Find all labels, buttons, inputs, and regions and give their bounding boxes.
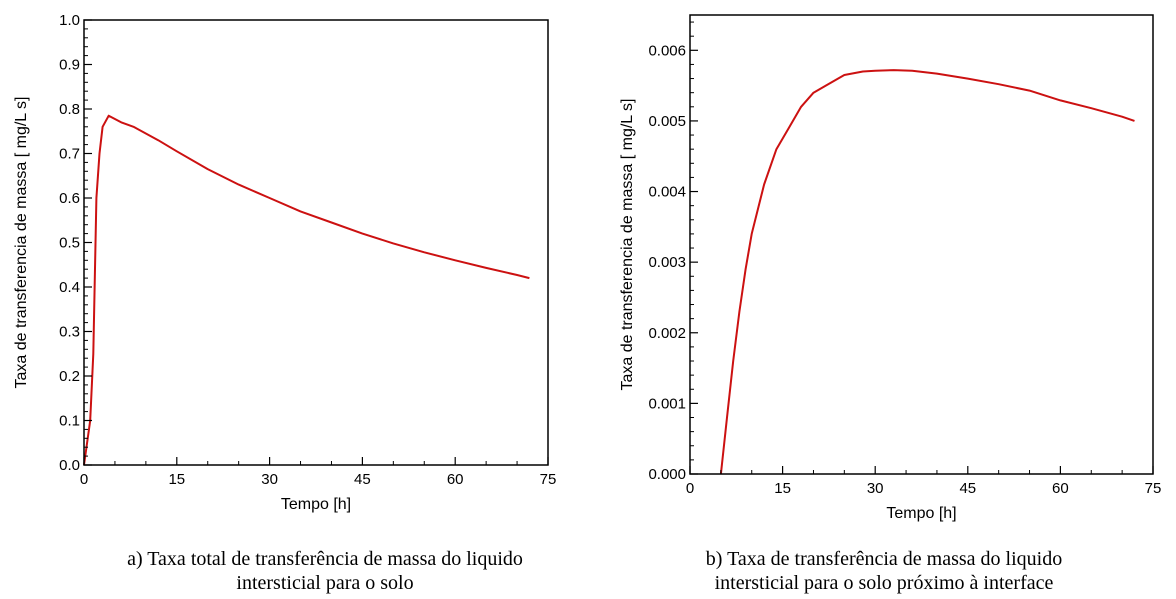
x-tick-label: 60 bbox=[1052, 480, 1069, 497]
x-tick-label: 75 bbox=[540, 471, 557, 488]
y-tick-label: 0.001 bbox=[648, 395, 686, 412]
y-tick-label: 0.2 bbox=[59, 368, 80, 385]
y-axis-title: Taxa de transferencia de massa [ mg/L s] bbox=[619, 99, 636, 391]
x-tick-label: 15 bbox=[774, 480, 791, 497]
x-tick-label: 30 bbox=[261, 471, 278, 488]
x-tick-label: 30 bbox=[867, 480, 884, 497]
caption-b-line-1: b) Taxa de transferência de massa do liq… bbox=[705, 548, 1063, 570]
caption-a-line-2: intersticial para o solo bbox=[236, 572, 414, 594]
caption-a-line-1: a) Taxa total de transferência de massa … bbox=[127, 548, 523, 570]
y-tick-label: 0.0 bbox=[59, 457, 80, 474]
x-tick-label: 45 bbox=[959, 480, 976, 497]
x-axis-title: Tempo [h] bbox=[886, 505, 956, 522]
x-tick-label: 45 bbox=[354, 471, 371, 488]
x-tick-label: 0 bbox=[80, 471, 88, 488]
caption-b-line-2: intersticial para o solo próximo à inter… bbox=[714, 572, 1054, 594]
series-line-0 bbox=[83, 114, 530, 466]
y-tick-label: 0.4 bbox=[59, 279, 80, 296]
x-tick-label: 0 bbox=[686, 480, 694, 497]
y-tick-label: 0.6 bbox=[59, 190, 80, 207]
caption-b: b) Taxa de transferência de massa do liq… bbox=[614, 547, 1154, 595]
y-axis-title: Taxa de transferencia de massa [ mg/L s] bbox=[13, 97, 30, 389]
x-tick-label: 15 bbox=[168, 471, 185, 488]
y-tick-label: 0.006 bbox=[648, 42, 686, 59]
series-line-0 bbox=[719, 69, 1135, 475]
y-tick-label: 0.7 bbox=[59, 146, 80, 163]
x-tick-label: 75 bbox=[1145, 480, 1162, 497]
y-tick-label: 0.9 bbox=[59, 57, 80, 74]
y-tick-label: 0.004 bbox=[648, 184, 686, 201]
chart-a: 0 15 30 45 60 75 0.0 0.1 0.2 0.3 0.4 0.5 0.6 0.7 0.8 0.… bbox=[13, 12, 556, 513]
plot-frame bbox=[83, 19, 549, 466]
y-tick-label: 0.3 bbox=[59, 324, 80, 341]
y-tick-label: 0.000 bbox=[648, 466, 686, 483]
x-axis-title: Tempo [h] bbox=[281, 496, 351, 513]
figure: 0 15 30 45 60 75 0.0 0.1 0.2 0.3 0.4 0.5 0.6 0.7 0.8 0.… bbox=[13, 12, 1162, 522]
y-tick-label: 0.003 bbox=[648, 254, 686, 271]
y-tick-label: 1.0 bbox=[59, 12, 80, 29]
plot-frame bbox=[689, 14, 1154, 475]
caption-a: a) Taxa total de transferência de massa … bbox=[40, 547, 610, 595]
y-tick-label: 0.005 bbox=[648, 113, 686, 130]
y-tick-label: 0.002 bbox=[648, 325, 686, 342]
x-tick-label: 60 bbox=[447, 471, 464, 488]
chart-b: 0 15 30 45 60 75 0.000 0.001 0.002 0.003 0.004 0.00… bbox=[619, 14, 1162, 522]
y-tick-label: 0.8 bbox=[59, 101, 80, 118]
y-tick-label: 0.1 bbox=[59, 413, 80, 430]
y-tick-label: 0.5 bbox=[59, 235, 80, 252]
